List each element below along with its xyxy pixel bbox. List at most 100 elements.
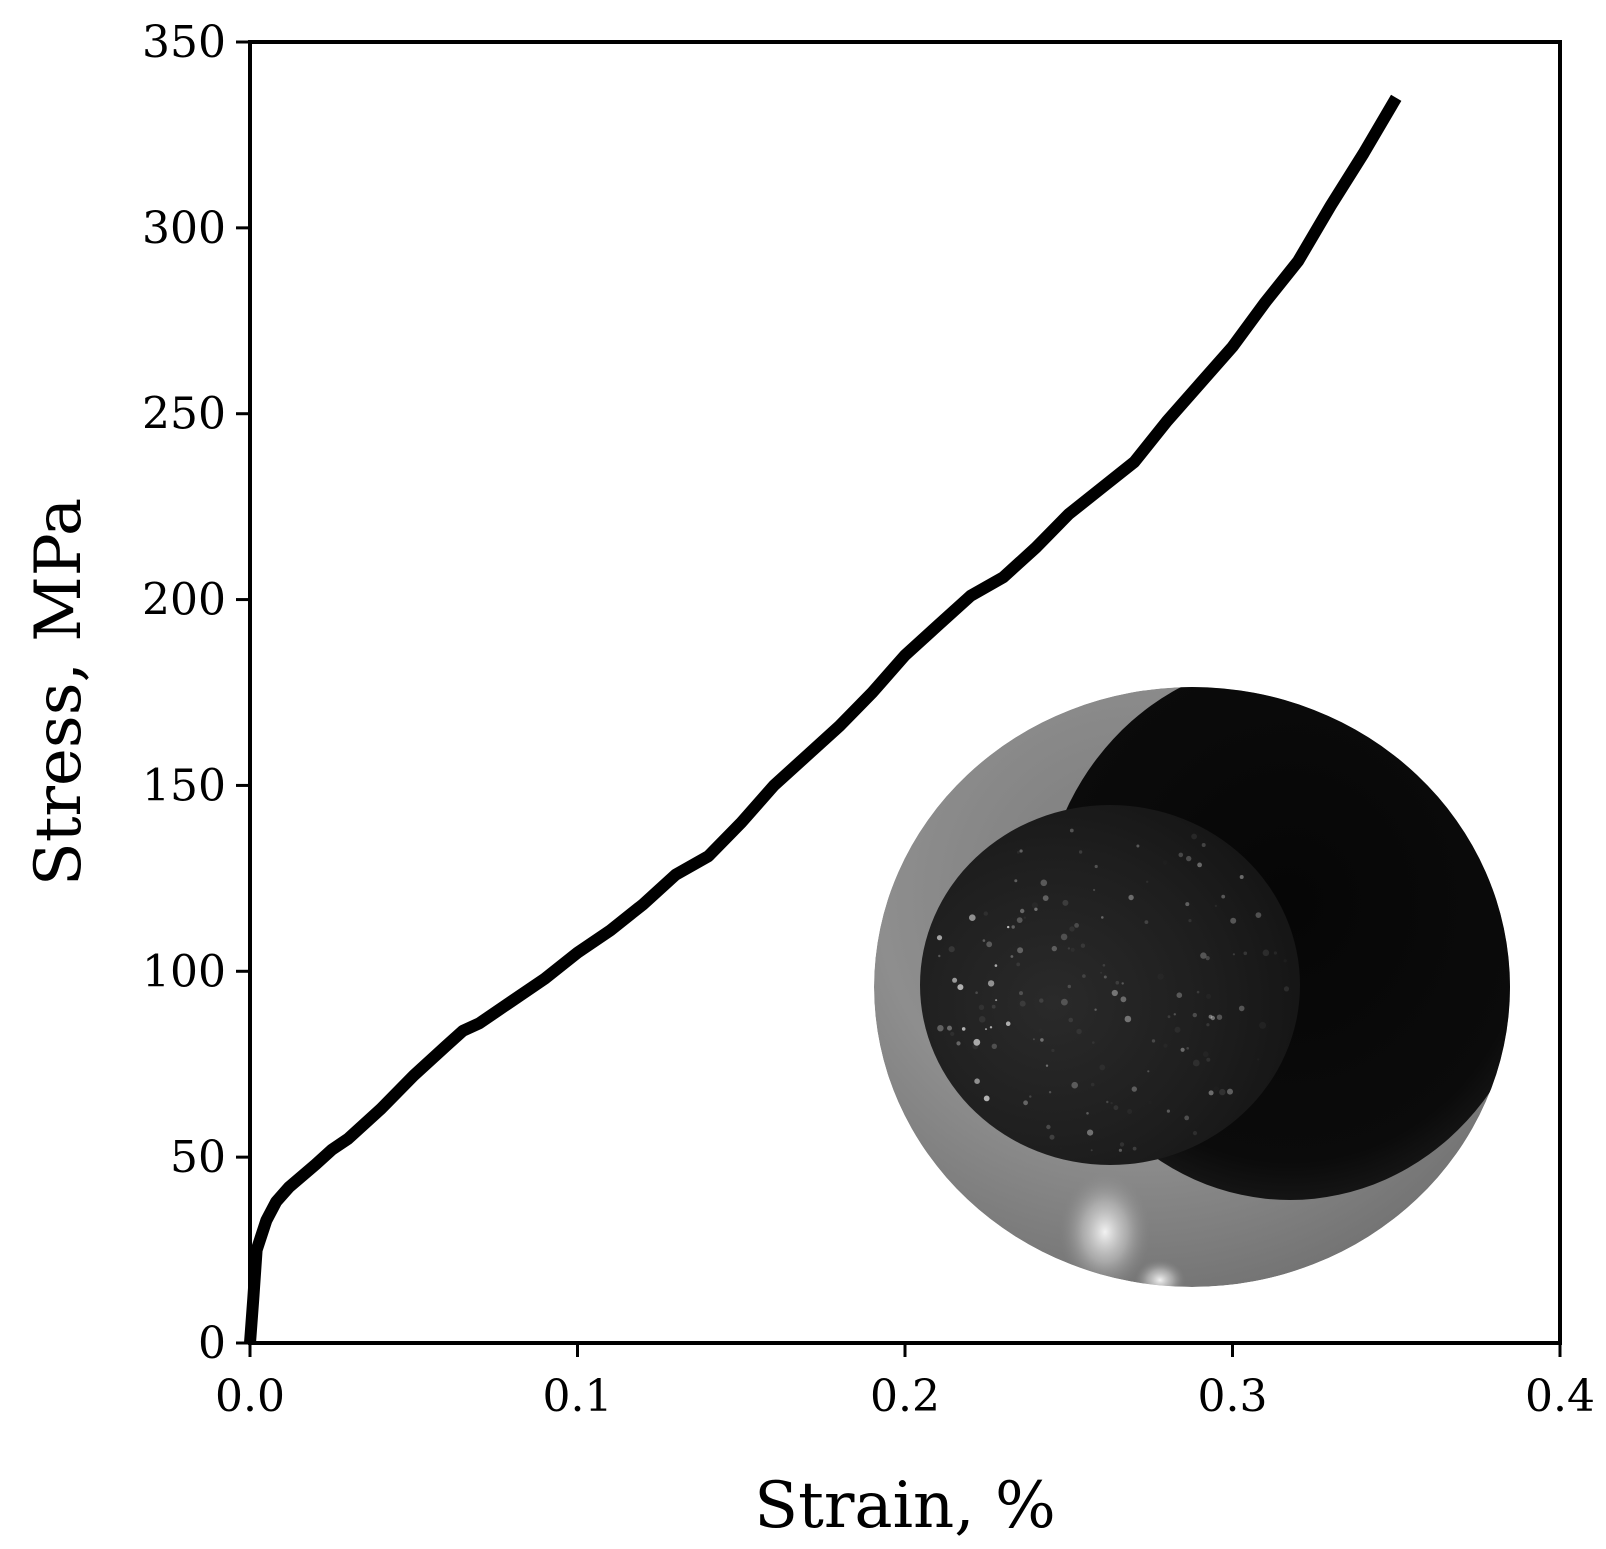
photo-speckle xyxy=(1118,1148,1122,1152)
photo-speckle xyxy=(1186,1047,1189,1050)
photo-speckle xyxy=(1273,951,1277,955)
photo-speckle xyxy=(1201,843,1206,847)
photo-speckle xyxy=(948,946,955,953)
photo-speckle xyxy=(1048,1091,1052,1094)
photo-speckle xyxy=(1101,916,1104,919)
y-tick-label: 100 xyxy=(142,946,226,997)
photo-speckle xyxy=(1103,975,1107,979)
photo-speckle xyxy=(1147,1070,1150,1073)
photo-speckle xyxy=(1192,1012,1198,1018)
photo-speckle xyxy=(983,911,988,916)
photo-speckle xyxy=(1206,994,1211,999)
photo-speckle xyxy=(1014,879,1018,883)
photo-speckle xyxy=(1071,1081,1078,1089)
photo-speckle xyxy=(989,1026,993,1029)
x-tick-label: 0.1 xyxy=(543,1371,613,1422)
photo-speckle xyxy=(1016,850,1020,854)
photo-speckle xyxy=(1230,917,1237,924)
photo-speckle xyxy=(1068,1017,1074,1023)
photo-speckle xyxy=(1259,1021,1267,1029)
photo-speckle xyxy=(1126,1013,1128,1015)
y-tick-label: 0 xyxy=(198,1318,226,1369)
photo-speckle xyxy=(982,939,986,942)
photo-speckle xyxy=(936,935,943,941)
photo-speckle xyxy=(1203,1051,1209,1057)
photo-speckle xyxy=(1040,1038,1044,1042)
photo-speckle xyxy=(1094,864,1098,869)
photo-speckle xyxy=(1163,1043,1168,1048)
photo-speckle xyxy=(1127,1109,1133,1114)
photo-speckle xyxy=(1031,902,1038,909)
photo-speckle xyxy=(1221,894,1226,899)
photo-speckle xyxy=(994,964,998,967)
photo-speckle xyxy=(1208,1014,1213,1019)
photo-speckle xyxy=(1032,1038,1035,1041)
photo-speckle xyxy=(975,991,978,994)
photo-speckle xyxy=(1243,951,1248,956)
photo-speckle xyxy=(1197,862,1202,868)
photo-speckle xyxy=(1188,919,1192,923)
y-tick-label: 200 xyxy=(142,575,226,626)
photo-speckle xyxy=(1019,1000,1026,1007)
photo-speckle xyxy=(1206,1023,1210,1027)
photo-speckle xyxy=(1076,1028,1082,1035)
photo-speckle xyxy=(937,1025,944,1032)
photo-speckle xyxy=(1132,1146,1137,1151)
photo-speckle xyxy=(1034,907,1038,911)
photo-speckle xyxy=(1124,1015,1132,1023)
photo-speckle xyxy=(978,1016,986,1023)
photo-speckle xyxy=(1087,1129,1094,1136)
photo-speckle xyxy=(1238,1005,1245,1012)
photo-speckle xyxy=(1214,904,1218,908)
photo-speckle xyxy=(1074,923,1079,928)
photo-speckle xyxy=(1191,833,1197,840)
photo-speckle xyxy=(1010,955,1014,958)
photo-speckle xyxy=(1051,945,1058,952)
photo-speckle xyxy=(1019,849,1023,853)
y-tick-label: 350 xyxy=(142,17,226,68)
y-axis-ticks: 0 50 100 150 200 250 300 350 xyxy=(142,17,250,1369)
photo-speckle xyxy=(1039,998,1044,1003)
y-tick-label: 50 xyxy=(170,1132,226,1183)
photo-speckle xyxy=(1148,1101,1152,1105)
photo-speckle xyxy=(1125,923,1128,926)
photo-speckle xyxy=(974,1078,980,1084)
photo-speckle xyxy=(1206,1057,1211,1062)
photo-speckle xyxy=(1060,933,1068,941)
photo-speckle xyxy=(1016,917,1023,923)
photo-speckle xyxy=(1184,1115,1190,1121)
y-tick-label: 150 xyxy=(142,760,226,811)
photo-speckle xyxy=(1128,894,1134,901)
photo-speckle xyxy=(1151,1039,1156,1043)
photo-speckle xyxy=(1062,899,1069,906)
photo-speckle xyxy=(1093,888,1096,892)
photo-speckle xyxy=(1119,1142,1125,1147)
photo-speckle xyxy=(1227,1088,1233,1095)
photo-speckle xyxy=(1060,1147,1062,1149)
photo-speckle xyxy=(1166,1109,1170,1113)
photo-speckle xyxy=(1196,990,1200,994)
photo-speckle xyxy=(956,1041,961,1046)
photo-speckle xyxy=(986,941,993,948)
photo-speckle xyxy=(1200,952,1207,959)
photo-speckle xyxy=(1029,1095,1032,1098)
photo-speckle xyxy=(1016,962,1021,967)
photo-speckle xyxy=(957,984,964,991)
photo-speckle xyxy=(1051,1048,1055,1053)
photo-speckle xyxy=(1078,850,1083,854)
photo-speckle xyxy=(1099,1064,1106,1071)
photo-speckle xyxy=(1100,971,1103,974)
photo-speckle xyxy=(1011,925,1015,929)
photo-speckle xyxy=(1208,1090,1214,1096)
photo-speckle xyxy=(1023,916,1026,919)
photo-speckle xyxy=(1255,912,1262,918)
photo-speckle xyxy=(1102,964,1106,967)
photo-speckle xyxy=(1020,908,1025,914)
photo-speckle xyxy=(952,977,958,983)
photo-speckle xyxy=(1213,1086,1219,1092)
photo-speckle xyxy=(1106,1100,1109,1104)
fracture-surface-photo xyxy=(874,687,1510,1287)
photo-speckle xyxy=(950,1031,955,1036)
photo-speckle xyxy=(1033,1035,1038,1040)
photo-speckle xyxy=(1176,992,1183,998)
